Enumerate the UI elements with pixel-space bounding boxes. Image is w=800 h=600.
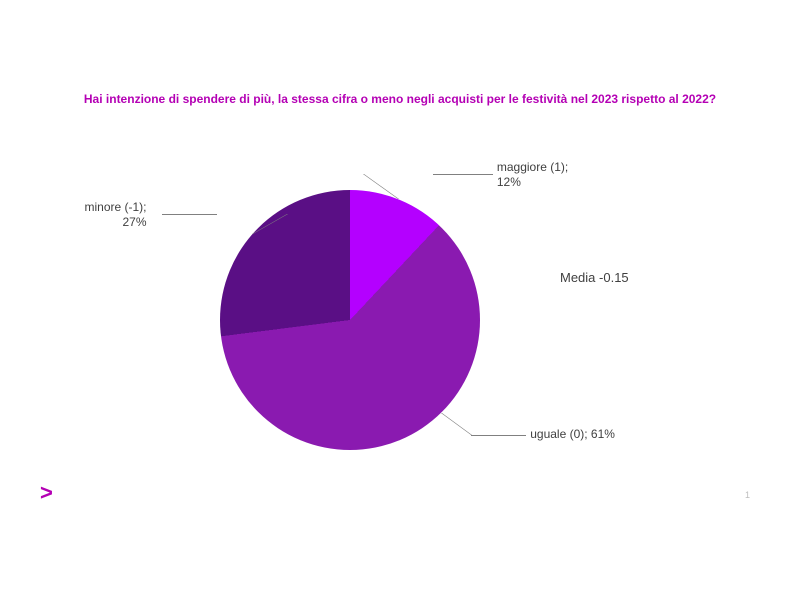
page-number: 1 (745, 490, 750, 500)
slice-label-minore: minore (-1); 27% (84, 200, 146, 230)
slice-label-uguale: uguale (0); 61% (530, 427, 615, 442)
footer-chevron-icon: > (40, 480, 53, 506)
chart-title: Hai intenzione di spendere di più, la st… (80, 92, 720, 106)
chart-canvas: Hai intenzione di spendere di più, la st… (0, 0, 800, 600)
slice-label-maggiore: maggiore (1); 12% (497, 160, 568, 190)
leader-maggiore-h (433, 174, 493, 175)
media-text: Media -0.15 (560, 270, 629, 285)
leader-uguale-h (471, 435, 526, 436)
leader-minore-h (162, 214, 217, 215)
